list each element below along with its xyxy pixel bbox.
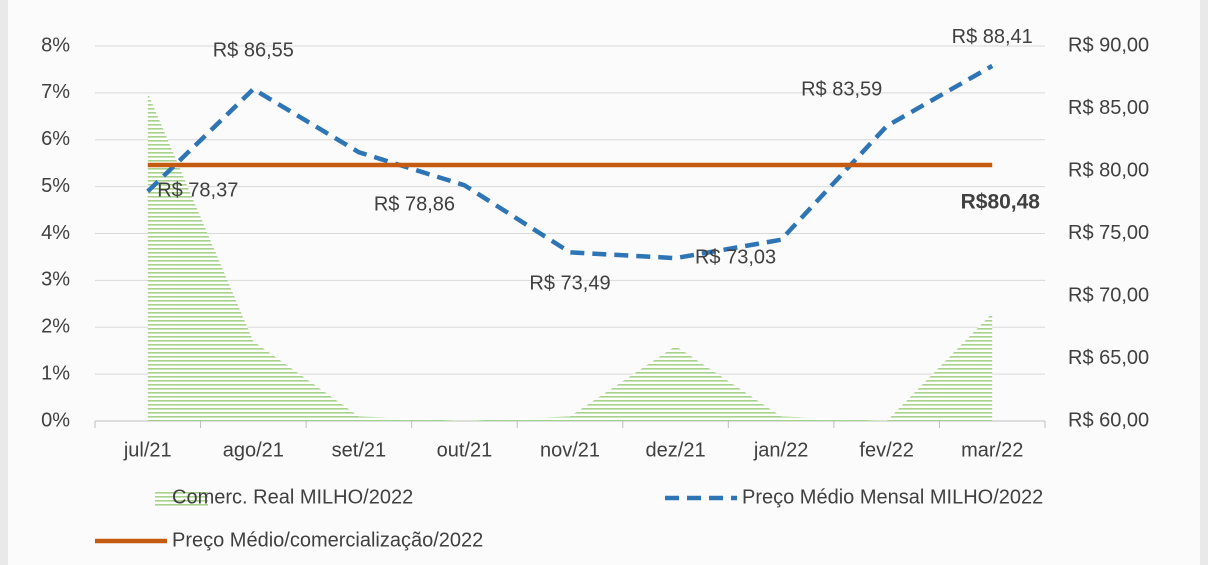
- data-label: R$ 73,03: [695, 246, 776, 268]
- legend-label: Preço Médio Mensal MILHO/2022: [742, 486, 1043, 508]
- y-tick-label: 4%: [41, 222, 70, 244]
- y2-tick-label: R$ 90,00: [1068, 34, 1149, 56]
- x-tick-label: set/21: [332, 439, 386, 461]
- x-tick-label: jan/22: [753, 439, 809, 461]
- legend-label: Comerc. Real MILHO/2022: [172, 486, 413, 508]
- y2-tick-label: R$ 85,00: [1068, 97, 1149, 119]
- y2-tick-label: R$ 70,00: [1068, 284, 1149, 306]
- y-tick-label: 1%: [41, 362, 70, 384]
- data-label: R$ 78,37: [157, 180, 238, 202]
- data-label: R$ 73,49: [529, 273, 610, 295]
- x-tick-label: fev/22: [859, 439, 913, 461]
- y2-tick-label: R$ 65,00: [1068, 347, 1149, 369]
- y-tick-label: 0%: [41, 409, 70, 431]
- y2-tick-label: R$ 75,00: [1068, 222, 1149, 244]
- y-tick-label: 2%: [41, 316, 70, 338]
- x-tick-label: jul/21: [123, 439, 172, 461]
- x-tick-label: nov/21: [540, 439, 600, 461]
- x-tick-label: ago/21: [223, 439, 284, 461]
- y-tick-label: 8%: [41, 34, 70, 56]
- data-label: R$80,48: [961, 191, 1041, 214]
- x-tick-label: dez/21: [646, 439, 706, 461]
- y2-tick-label: R$ 60,00: [1068, 409, 1149, 431]
- y-tick-label: 3%: [41, 269, 70, 291]
- y-tick-label: 7%: [41, 81, 70, 103]
- legend-label: Preço Médio/comercialização/2022: [172, 529, 483, 551]
- data-label: R$ 88,41: [952, 26, 1033, 48]
- data-label: R$ 86,55: [213, 39, 294, 61]
- x-tick-label: out/21: [437, 439, 493, 461]
- data-label: R$ 78,86: [374, 194, 455, 216]
- y2-tick-label: R$ 80,00: [1068, 159, 1149, 181]
- y-tick-label: 6%: [41, 128, 70, 150]
- y-tick-label: 5%: [41, 175, 70, 197]
- data-label: R$ 83,59: [801, 78, 882, 100]
- x-tick-label: mar/22: [961, 439, 1023, 461]
- legend-swatch: [155, 490, 208, 506]
- area: [147, 92, 993, 421]
